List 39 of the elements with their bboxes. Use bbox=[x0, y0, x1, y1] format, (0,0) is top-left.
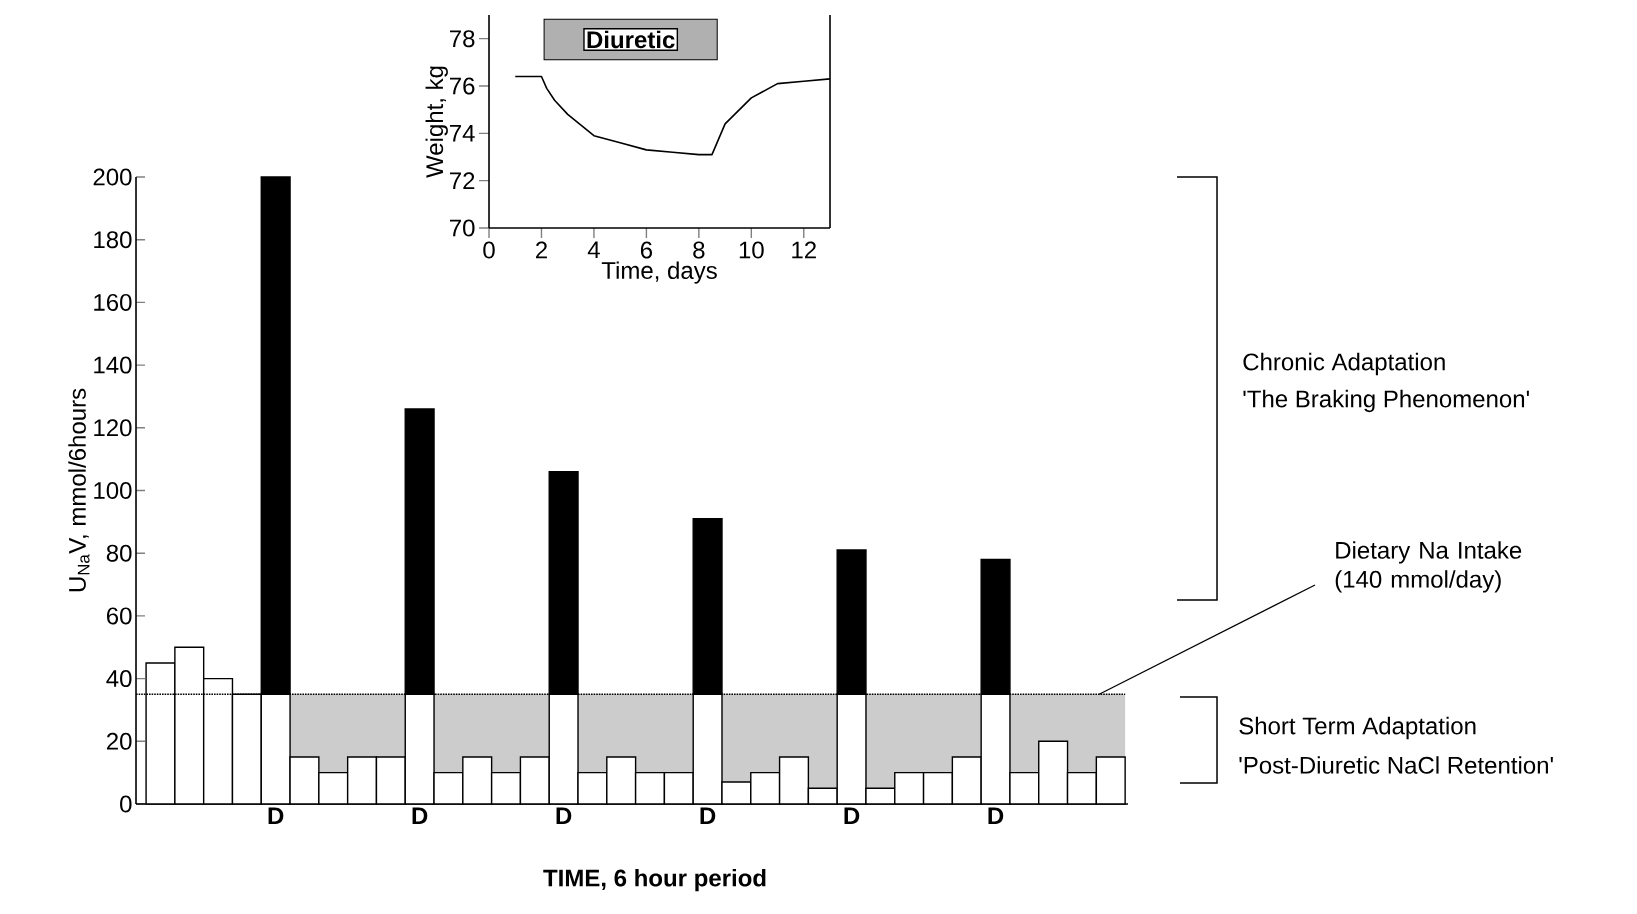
y-tick-label: 80 bbox=[106, 544, 132, 562]
y-tick-label: 20 bbox=[106, 732, 132, 750]
x-axis-title: Time, days bbox=[601, 261, 717, 284]
text: Chronic Adaptation bbox=[1243, 352, 1445, 376]
y-tick-label: 200 bbox=[93, 168, 132, 186]
x-tick-label: D bbox=[988, 807, 1004, 825]
text: 'Post-Diuretic NaCl Retention' bbox=[1239, 756, 1553, 774]
ref-line-label: Dietary Na Intake (140 mmol/day) bbox=[1335, 541, 1522, 593]
x-tick-label: D bbox=[700, 807, 716, 825]
text: Short Term Adaptation bbox=[1239, 716, 1476, 740]
y-tick-label: 100 bbox=[94, 482, 132, 499]
y-tick-label: 0 bbox=[120, 795, 132, 813]
x-tick-label: D bbox=[268, 807, 284, 825]
band-label: Diuretic bbox=[587, 30, 675, 49]
x-tick-label: 6 bbox=[640, 241, 653, 259]
x-axis-title: TIME, 6 hour period bbox=[543, 868, 766, 892]
y-tick-label: 120 bbox=[94, 419, 132, 437]
y-tick-label: 76 bbox=[450, 77, 475, 95]
x-tick-label: 0 bbox=[483, 241, 495, 259]
y-tick-label: 78 bbox=[450, 30, 475, 48]
y-tick-label: 40 bbox=[106, 670, 132, 688]
x-tick-label: D bbox=[556, 807, 572, 825]
y-tick-label: 140 bbox=[94, 356, 132, 374]
y-tick-label: 180 bbox=[94, 231, 132, 249]
y-tick-label: 70 bbox=[450, 219, 475, 237]
y-tick-label: 160 bbox=[94, 293, 132, 311]
y-tick-label: 74 bbox=[450, 125, 475, 142]
x-tick-label: 4 bbox=[587, 241, 600, 259]
x-tick-label: 8 bbox=[693, 241, 705, 259]
y-tick-label: 72 bbox=[450, 172, 475, 190]
y-axis-title: Weight, kg bbox=[425, 66, 448, 178]
text: 'The Braking Phenomenon' bbox=[1243, 389, 1529, 413]
x-tick-label: D bbox=[412, 807, 428, 825]
x-tick-label: 12 bbox=[792, 241, 816, 259]
x-tick-label: D bbox=[844, 807, 860, 825]
y-axis-title: U$_{Na}$V, mmol/6hours bbox=[68, 388, 90, 592]
y-tick-label: 60 bbox=[107, 607, 132, 625]
x-tick-label: 2 bbox=[536, 241, 547, 259]
x-tick-label: 10 bbox=[739, 241, 764, 259]
